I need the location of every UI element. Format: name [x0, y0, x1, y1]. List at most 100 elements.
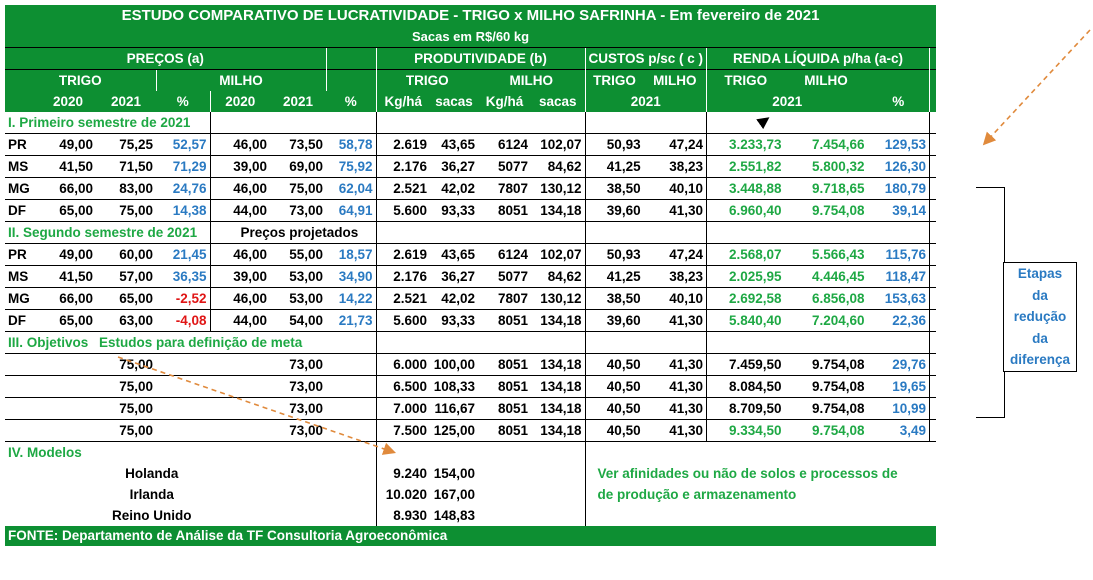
- milho-kgha: 8051: [478, 353, 531, 376]
- col-2021: 2021: [96, 91, 156, 112]
- table-cell: [929, 287, 937, 310]
- trigo-sacas: 42,02: [430, 287, 478, 310]
- table-cell: [156, 419, 210, 442]
- table-cell: [929, 199, 937, 222]
- renda-trigo: 3.448,88: [706, 177, 785, 200]
- trigo-sacas: 43,65: [430, 243, 478, 266]
- table-cell: [706, 221, 931, 244]
- state-code: PR: [5, 133, 40, 156]
- trigo-2021: 63,00: [96, 309, 156, 332]
- custo-milho: 38,23: [643, 265, 708, 288]
- table-cell: [929, 419, 937, 442]
- milho-sacas: 130,12: [531, 177, 586, 200]
- trigo-pct: 24,76: [156, 177, 211, 200]
- section-title: I. Primeiro semestre de 2021: [5, 112, 211, 134]
- milho-pct: 14,22: [326, 287, 377, 310]
- milho-2020: 46,00: [210, 287, 270, 310]
- trigo-2021: 75,00: [96, 353, 156, 376]
- model-country: Reino Unido: [5, 505, 377, 526]
- table-cell: [156, 397, 210, 420]
- side-note-line: Etapas: [1017, 266, 1063, 281]
- col-pct: %: [326, 91, 376, 112]
- trigo-kgha: 6.000: [376, 353, 430, 376]
- trigo-kgha: 8.930: [393, 508, 427, 523]
- trigo-2021: 75,00: [96, 199, 156, 222]
- table-row: Reino Unido 8.930 148,83: [5, 505, 936, 526]
- table-cell: [929, 155, 937, 178]
- table-cell: [929, 265, 937, 288]
- renda-milho: 4.446,45: [784, 265, 868, 288]
- milho-sacas: 84,62: [531, 265, 586, 288]
- trigo-pct: 14,38: [156, 199, 211, 222]
- table-row: MS 41,50 57,00 36,35 39,00 53,00 34,90 2.176 36,…: [5, 265, 937, 288]
- milho-kgha: 6124: [478, 133, 531, 156]
- renda-pct: 3,49: [867, 419, 931, 442]
- milho-sacas: 134,18: [531, 375, 586, 398]
- trigo-kgha: 5.600: [376, 309, 430, 332]
- models-note: de produção e armazenamento: [597, 487, 797, 502]
- table-cell: [325, 69, 376, 91]
- trigo-kgha: 2.176: [376, 265, 430, 288]
- renda-trigo: 7.459,50: [706, 353, 785, 376]
- table-cell: [929, 221, 937, 244]
- col-kgha: Kg/há: [375, 91, 430, 112]
- renda-pct: 10,99: [867, 397, 931, 420]
- milho-2020: 39,00: [210, 265, 270, 288]
- trigo-sacas: 108,33: [430, 375, 478, 398]
- table-row: PR 49,00 60,00 21,45 46,00 55,00 18,57 2.619 43,…: [5, 243, 937, 266]
- state-code: DF: [5, 199, 40, 222]
- table-row: Irlanda 10.020 167,00 de produção e armazen…: [5, 484, 936, 505]
- section-row: IV. Modelos: [5, 441, 937, 463]
- custo-trigo: 50,93: [585, 133, 644, 156]
- table-cell: [156, 353, 210, 376]
- state-code: MG: [5, 177, 40, 200]
- table-cell: [706, 331, 931, 354]
- renda-pct: 19,65: [867, 375, 931, 398]
- crop-trigo: TRIGO: [584, 69, 644, 91]
- trigo-2021: 75,00: [96, 397, 156, 420]
- custo-trigo: 41,25: [585, 265, 644, 288]
- renda-trigo: 2.025,95: [706, 265, 785, 288]
- milho-2021: 75,00: [270, 177, 326, 200]
- crop-milho: MILHO: [478, 69, 585, 91]
- trigo-kgha: 2.619: [376, 133, 430, 156]
- table-cell: [929, 441, 937, 463]
- trigo-2020: 66,00: [40, 177, 96, 200]
- milho-kgha: 8051: [478, 375, 531, 398]
- side-note-line: da: [1032, 330, 1048, 346]
- group-renda: RENDA LÍQUIDA p/ha (a-c): [706, 47, 930, 70]
- table-cell: [585, 112, 708, 134]
- trigo-2021: 65,00: [96, 287, 156, 310]
- table-row: PR 49,00 75,25 52,57 46,00 73,50 58,78 2.619 43,…: [5, 133, 937, 156]
- side-note-line: diferença: [1009, 352, 1071, 367]
- trigo-sacas: 154,00: [433, 466, 475, 481]
- custo-trigo: 39,60: [585, 199, 644, 222]
- trigo-2020: 65,00: [40, 309, 96, 332]
- col-2021: 2021: [584, 91, 707, 112]
- crop-trigo: TRIGO: [706, 69, 785, 91]
- table-cell: [40, 419, 96, 442]
- renda-milho: 9.754,08: [784, 199, 868, 222]
- milho-pct: 21,73: [326, 309, 377, 332]
- col-pct: %: [156, 91, 210, 112]
- custo-milho: 41,30: [643, 199, 708, 222]
- title-row: ESTUDO COMPARATIVO DE LUCRATIVIDADE - TR…: [5, 5, 937, 26]
- milho-pct: 58,78: [326, 133, 377, 156]
- table-cell: [478, 484, 586, 505]
- renda-trigo: 3.233,73: [706, 133, 785, 156]
- table-cell: [376, 331, 586, 354]
- col-sacas: sacas: [531, 91, 585, 112]
- trigo-kgha: 2.521: [376, 177, 430, 200]
- milho-kgha: 8051: [478, 309, 531, 332]
- renda-milho: 5.800,32: [784, 155, 868, 178]
- milho-sacas: 134,18: [531, 199, 586, 222]
- trigo-kgha: 10.020: [385, 487, 427, 502]
- crop-trigo: TRIGO: [5, 69, 156, 91]
- milho-sacas: 130,12: [531, 287, 586, 310]
- group-custos: CUSTOS p/sc ( c ): [584, 47, 707, 70]
- crop-milho: MILHO: [784, 69, 868, 91]
- custo-trigo: 39,60: [585, 309, 644, 332]
- footer-row: FONTE: Departamento de Análise da TF Con…: [5, 526, 937, 546]
- renda-trigo: 2.568,07: [706, 243, 785, 266]
- custo-milho: 40,10: [643, 287, 708, 310]
